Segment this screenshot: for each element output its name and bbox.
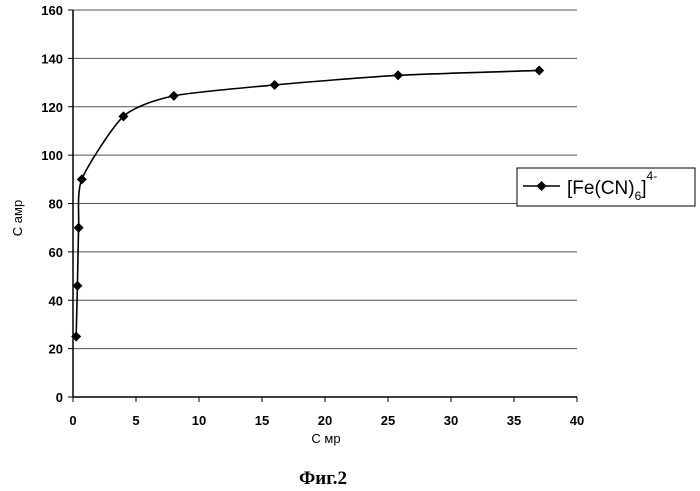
x-tick-labels: 0 5 10 15 20 25 30 35 40 (69, 413, 584, 428)
y-tick-label-0: 0 (56, 390, 63, 405)
x-tick-label-0: 0 (69, 413, 76, 428)
y-tick-labels: 0 20 40 60 80 100 120 140 160 (41, 3, 63, 405)
x-tick-label-5: 5 (132, 413, 139, 428)
legend-label-main: [Fe(CN) (567, 178, 635, 199)
y-tick-label-80: 80 (49, 197, 63, 212)
x-tick-label-20: 20 (318, 413, 332, 428)
data-point-8 (534, 65, 544, 75)
data-point-2 (74, 223, 84, 233)
x-tick-label-25: 25 (381, 413, 395, 428)
x-tick-label-15: 15 (255, 413, 269, 428)
grid-lines (73, 10, 577, 349)
x-tick-label-10: 10 (192, 413, 206, 428)
axes (68, 10, 577, 402)
data-point-3 (77, 174, 87, 184)
y-tick-label-40: 40 (49, 293, 63, 308)
x-tick-label-35: 35 (507, 413, 521, 428)
y-tick-label-20: 20 (49, 342, 63, 357)
legend: [Fe(CN)6]4- (517, 168, 695, 206)
y-axis-label: С амр (10, 200, 25, 236)
y-tick-label-100: 100 (41, 148, 63, 163)
x-tick-label-30: 30 (444, 413, 458, 428)
y-tick-label-140: 140 (41, 51, 63, 66)
y-tick-label-160: 160 (41, 3, 63, 18)
data-point-7 (393, 70, 403, 80)
legend-label-sup: 4- (647, 169, 658, 183)
figure-caption: Фиг.2 (299, 468, 347, 489)
x-tick-label-40: 40 (570, 413, 584, 428)
y-tick-label-120: 120 (41, 100, 63, 115)
y-tick-label-60: 60 (49, 245, 63, 260)
data-point-1 (72, 281, 82, 291)
data-point-5 (169, 91, 179, 101)
data-point-6 (270, 80, 280, 90)
x-axis-label: С мр (311, 431, 340, 446)
